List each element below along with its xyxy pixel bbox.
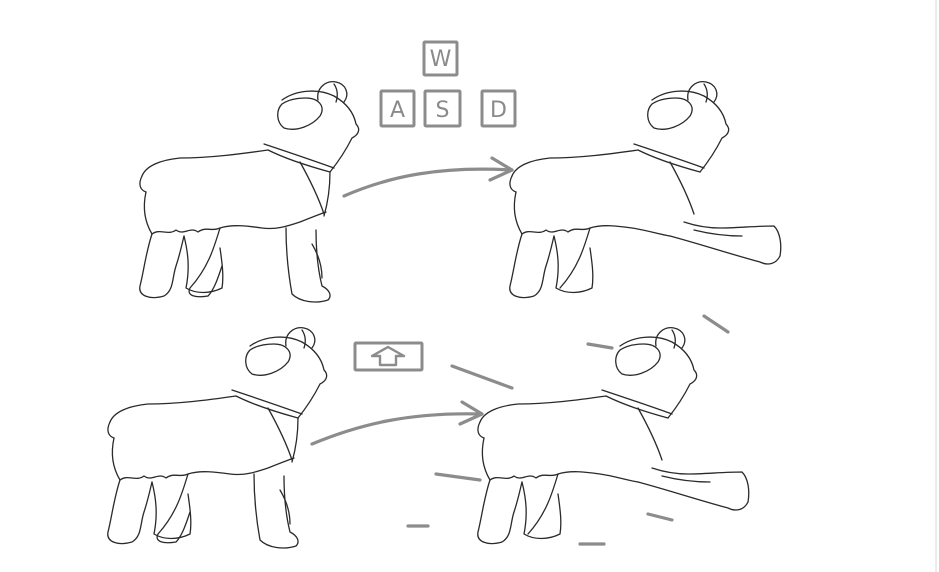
key-s-label: S <box>436 98 450 123</box>
dog-sketch-kick-top <box>509 81 782 299</box>
transition-arrow-bottom <box>310 400 484 446</box>
key-s: S <box>423 89 462 128</box>
key-a: A <box>379 89 416 128</box>
dog-sketch-idle-bottom <box>107 327 328 549</box>
motion-lines <box>406 314 730 546</box>
key-w-label: W <box>430 47 452 72</box>
dog-sketch-kick-bottom <box>477 327 750 545</box>
key-a-label: A <box>390 98 405 123</box>
transition-arrow-top <box>342 156 514 198</box>
key-d-label: D <box>490 98 507 123</box>
key-w: W <box>422 40 459 77</box>
up-arrow-icon <box>370 345 406 367</box>
key-up-arrow <box>353 341 424 372</box>
key-d: D <box>480 89 517 128</box>
dog-sketch-idle-top <box>139 81 360 303</box>
